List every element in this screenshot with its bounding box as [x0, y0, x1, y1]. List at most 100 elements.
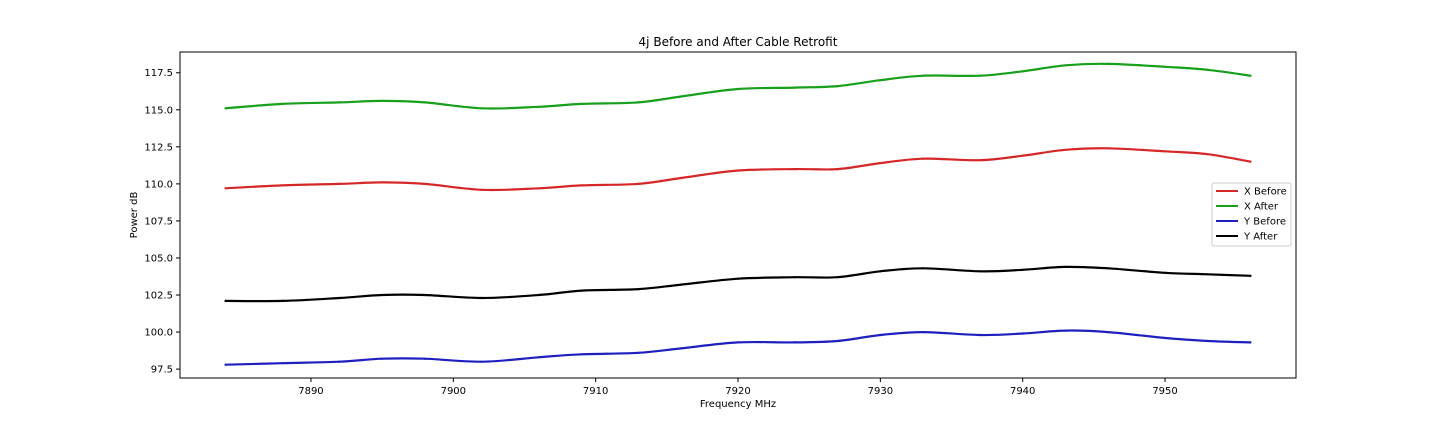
data-point-y-after: [1163, 271, 1167, 274]
data-point-x-before: [836, 168, 839, 171]
data-point-y-after: [580, 289, 583, 292]
data-point-x-before: [281, 184, 284, 187]
data-point-y-after: [680, 283, 683, 286]
y-tick-label: 102.5: [144, 291, 173, 302]
data-point-x-before: [338, 182, 341, 185]
x-tick-label: 7920: [725, 386, 750, 397]
data-point-x-after: [922, 74, 925, 77]
legend-label: Y After: [1243, 232, 1278, 243]
y-tick-label: 100.0: [144, 328, 173, 339]
series-line-x-after: [224, 62, 1252, 110]
series-line-x-before: [224, 147, 1252, 192]
x-tick-label: 7930: [868, 386, 893, 397]
data-point-x-after: [580, 102, 583, 105]
data-point-y-before: [480, 360, 483, 363]
data-point-x-before: [224, 187, 227, 190]
data-point-y-before: [1206, 339, 1209, 343]
data-point-x-before: [1107, 147, 1110, 150]
data-point-y-after: [1064, 265, 1067, 268]
data-point-x-after: [793, 86, 797, 89]
y-tick-label: 97.5: [151, 365, 173, 376]
data-point-y-after: [736, 277, 740, 280]
data-point-y-before: [537, 356, 540, 359]
data-point-x-after: [1249, 74, 1252, 77]
data-point-y-before: [736, 341, 740, 344]
data-point-y-after: [836, 276, 839, 279]
legend-label: X After: [1244, 202, 1279, 213]
data-point-x-after: [1021, 70, 1024, 73]
y-tick-label: 110.0: [144, 179, 173, 190]
data-point-y-after: [224, 299, 227, 302]
x-axis: 7890 7900 7910 7920 7930 7940 7950: [298, 378, 1178, 397]
x-tick-label: 7900: [441, 386, 466, 397]
data-point-y-after: [423, 293, 426, 297]
data-point-x-after: [224, 107, 227, 110]
data-point-x-after: [680, 95, 683, 98]
data-point-x-after: [381, 99, 384, 102]
data-point-y-after: [1107, 267, 1110, 270]
data-point-y-after: [879, 270, 882, 273]
data-point-y-after: [338, 296, 341, 300]
data-point-x-before: [1206, 153, 1209, 156]
legend-box: [1211, 182, 1292, 247]
data-point-x-before: [1021, 154, 1024, 157]
data-point-x-before: [793, 168, 797, 171]
series-layer: [224, 62, 1252, 366]
data-point-y-before: [338, 360, 341, 363]
data-point-x-after: [978, 74, 982, 77]
data-point-x-after: [879, 79, 882, 82]
x-tick-label: 7950: [1152, 386, 1177, 397]
data-point-y-before: [1163, 336, 1167, 340]
data-point-x-before: [978, 159, 982, 162]
data-point-y-before: [637, 351, 640, 354]
data-point-x-before: [537, 187, 540, 190]
y-axis: 97.5 100.0 102.5 105.0 107.5 110.0 112.5 115.0 1…: [144, 68, 180, 376]
data-point-y-before: [879, 333, 882, 337]
data-point-x-before: [1064, 148, 1067, 151]
data-point-y-before: [1064, 329, 1067, 332]
data-point-x-after: [637, 101, 640, 104]
y-tick-label: 107.5: [144, 216, 173, 227]
data-point-y-after: [281, 299, 284, 302]
x-axis-label: Frequency MHz: [700, 399, 776, 410]
chart-title: 4j Before and After Cable Retrofit: [639, 35, 838, 49]
data-point-x-before: [423, 182, 426, 185]
x-tick-label: 7890: [298, 386, 323, 397]
data-point-y-before: [922, 331, 925, 334]
data-point-x-after: [836, 85, 839, 88]
data-point-x-after: [1064, 64, 1067, 67]
data-point-x-before: [1163, 150, 1167, 153]
data-point-y-after: [922, 267, 925, 270]
data-point-y-before: [1021, 332, 1024, 335]
data-point-y-before: [680, 347, 683, 350]
data-point-x-before: [1249, 160, 1252, 163]
legend: X Before X After Y Before Y After: [1211, 182, 1292, 247]
plot-area-frame: [179, 51, 1297, 379]
y-tick-label: 105.0: [144, 253, 173, 264]
y-tick-label: 112.5: [144, 142, 173, 153]
legend-label: X Before: [1244, 187, 1287, 198]
data-point-y-after: [1021, 268, 1024, 271]
data-point-y-after: [793, 276, 797, 279]
y-tick-label: 115.0: [144, 105, 173, 116]
data-point-y-after: [381, 293, 384, 297]
data-point-y-after: [978, 270, 982, 273]
data-point-x-before: [736, 169, 740, 172]
legend-label: Y Before: [1243, 217, 1286, 228]
data-point-y-before: [978, 333, 982, 337]
x-tick-label: 7910: [583, 386, 608, 397]
data-point-x-before: [879, 162, 882, 165]
data-point-y-after: [1249, 274, 1252, 277]
data-point-x-after: [1107, 62, 1110, 65]
data-point-y-after: [537, 293, 540, 297]
data-point-y-before: [224, 363, 227, 366]
data-point-x-before: [381, 181, 384, 184]
data-point-y-after: [480, 296, 483, 300]
data-point-x-after: [1206, 68, 1209, 71]
data-point-x-after: [423, 101, 426, 104]
data-point-y-after: [1206, 273, 1209, 276]
data-point-x-after: [281, 102, 284, 105]
data-point-x-after: [338, 101, 341, 104]
data-point-x-after: [537, 105, 540, 108]
